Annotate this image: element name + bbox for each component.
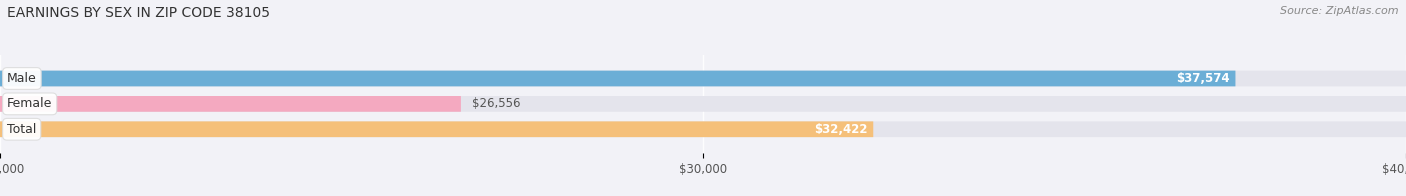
FancyBboxPatch shape [0,71,1406,86]
Text: $37,574: $37,574 [1177,72,1230,85]
FancyBboxPatch shape [0,121,1406,137]
Text: Total: Total [7,123,37,136]
FancyBboxPatch shape [0,96,1406,112]
Text: $32,422: $32,422 [814,123,868,136]
Text: $26,556: $26,556 [472,97,520,110]
Text: Source: ZipAtlas.com: Source: ZipAtlas.com [1281,6,1399,16]
Text: EARNINGS BY SEX IN ZIP CODE 38105: EARNINGS BY SEX IN ZIP CODE 38105 [7,6,270,20]
Text: Male: Male [7,72,37,85]
Text: Female: Female [7,97,52,110]
FancyBboxPatch shape [0,96,461,112]
FancyBboxPatch shape [0,71,1236,86]
FancyBboxPatch shape [0,121,873,137]
